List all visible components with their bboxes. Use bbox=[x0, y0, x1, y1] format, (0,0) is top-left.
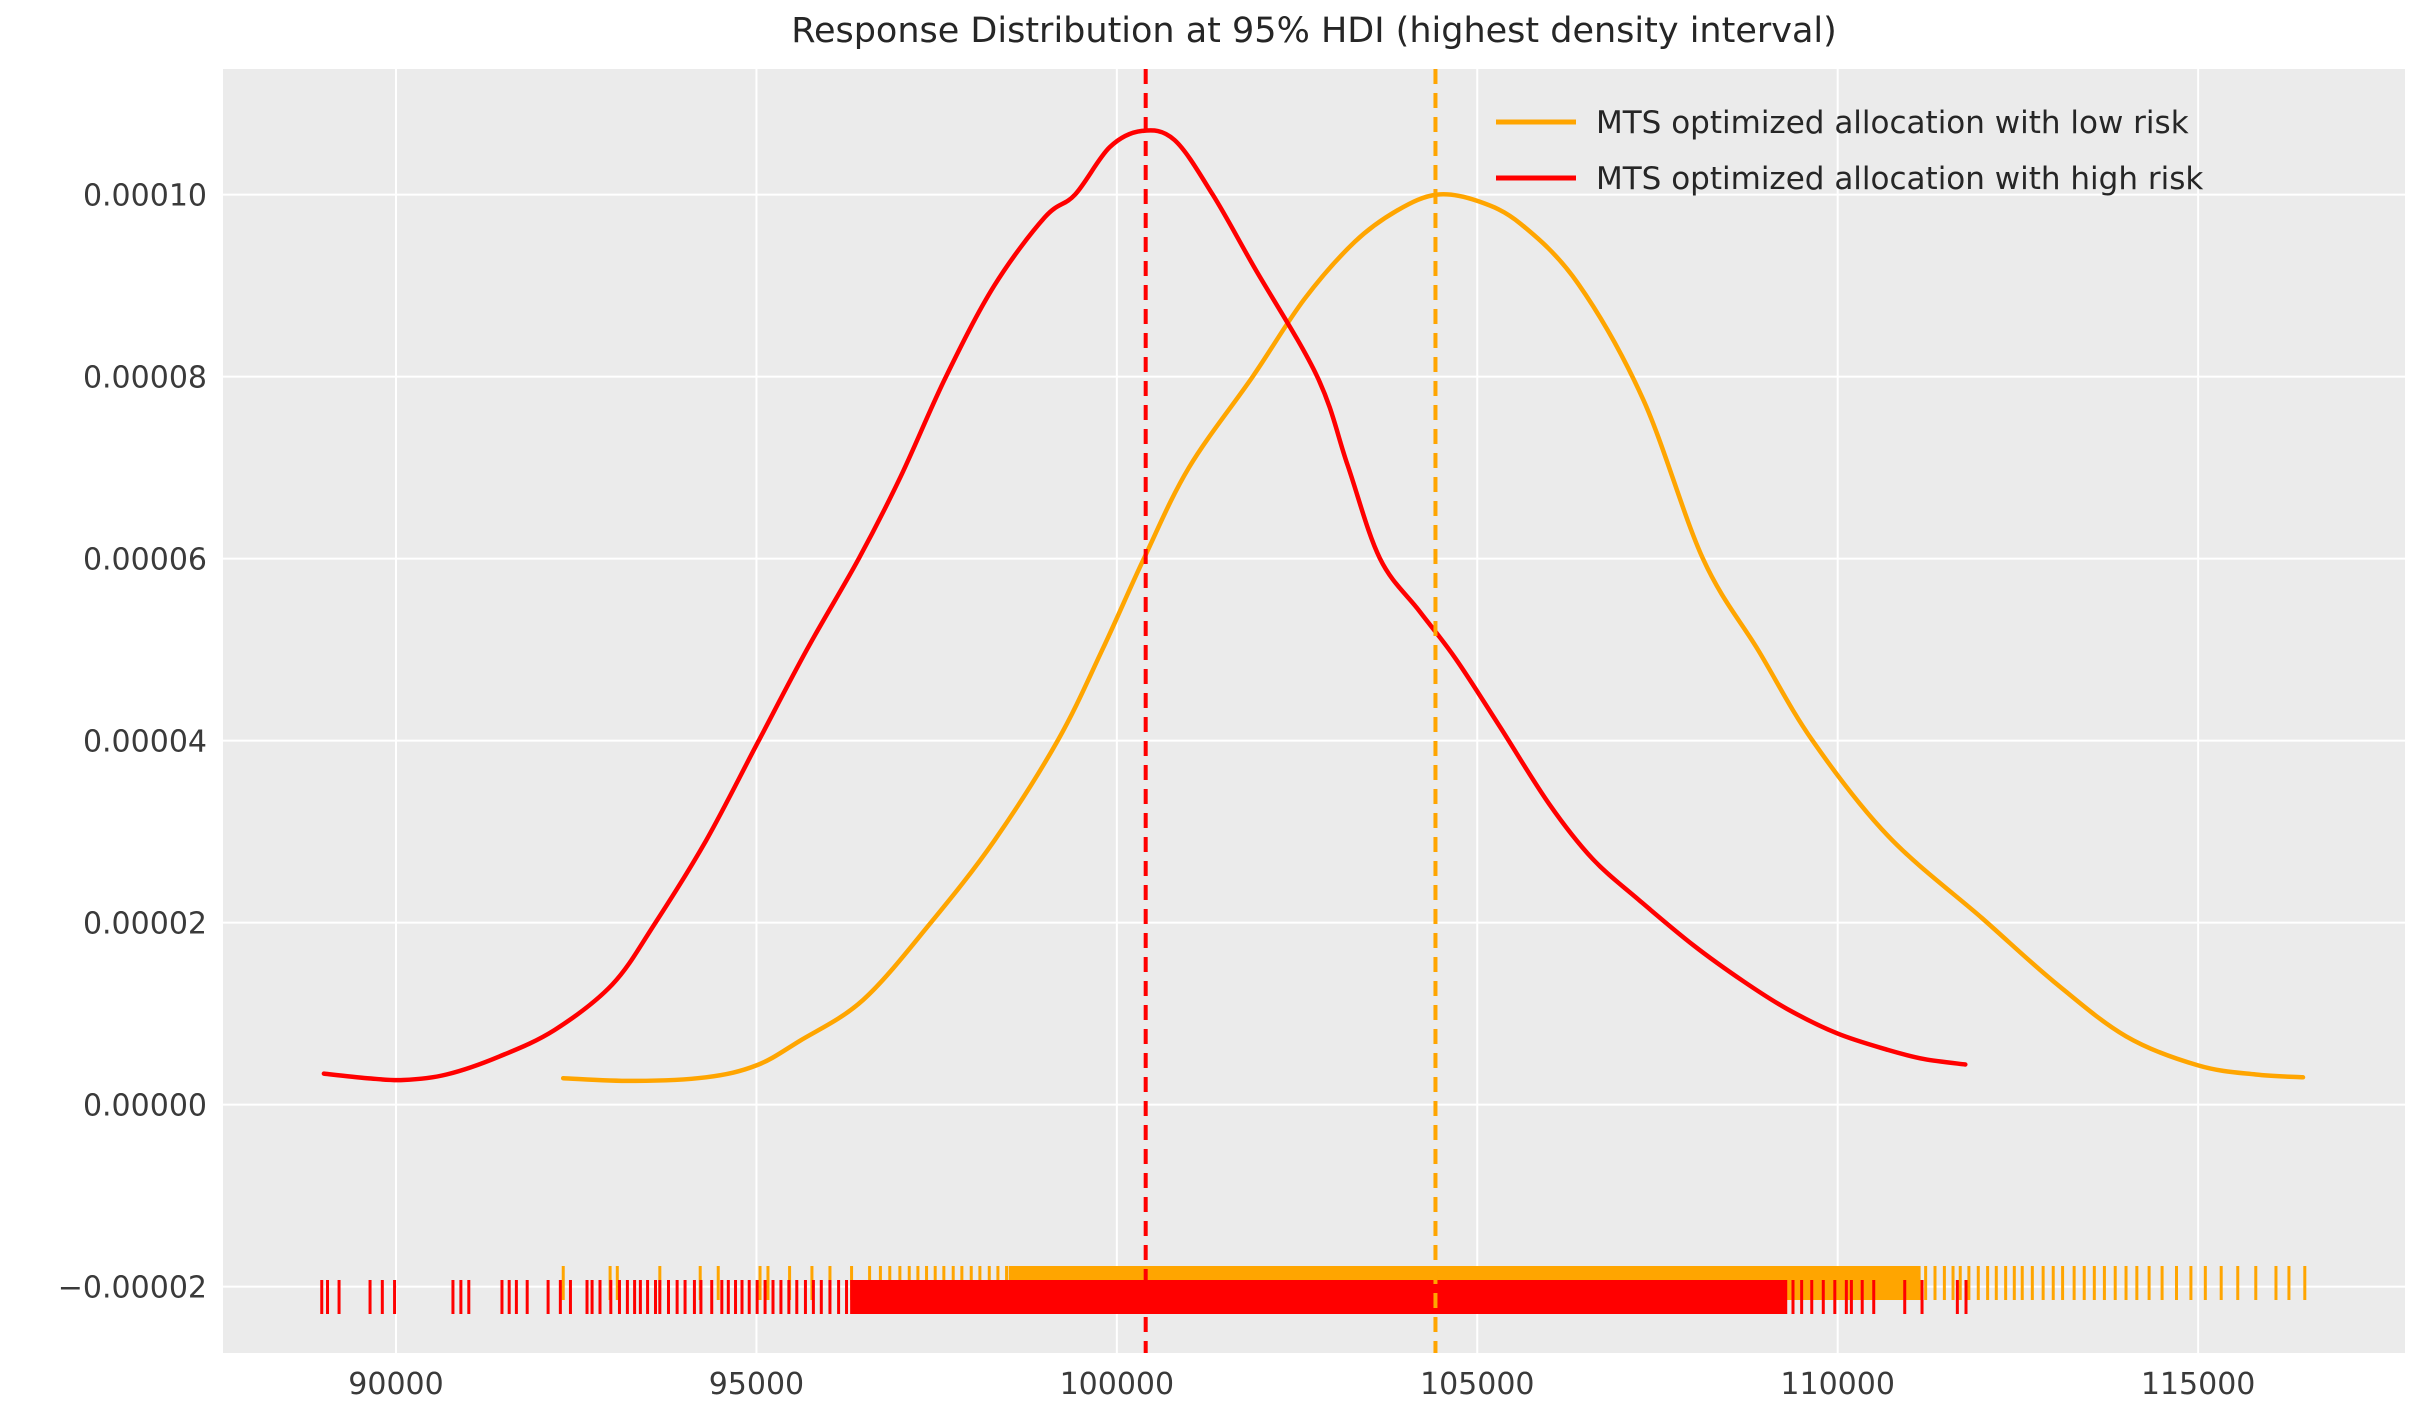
plot-area-background bbox=[223, 69, 2405, 1353]
mean-dashed-lines bbox=[1143, 69, 1438, 1353]
y-tick-label: 0.00002 bbox=[83, 907, 207, 942]
x-tick-label: 110000 bbox=[1780, 1367, 1895, 1402]
y-tick-label: 0.00010 bbox=[83, 179, 207, 214]
legend-label-high-risk: MTS optimized allocation with high risk bbox=[1596, 161, 2203, 197]
x-tick-label: 100000 bbox=[1060, 1367, 1175, 1402]
y-axis-tick-labels: −0.00002 0.00000 0.00002 0.00004 0.00006 0.00… bbox=[58, 179, 207, 1306]
rug-plot bbox=[320, 1266, 2307, 1314]
kde-curve bbox=[560, 191, 2306, 1084]
y-tick-label: 0.00008 bbox=[83, 361, 207, 396]
kde-curves bbox=[321, 128, 2306, 1084]
rug-dense-band bbox=[850, 1280, 1788, 1314]
x-tick-label: 90000 bbox=[348, 1367, 443, 1402]
x-tick-label: 115000 bbox=[2141, 1367, 2256, 1402]
legend-label-low-risk: MTS optimized allocation with low risk bbox=[1596, 105, 2189, 141]
gridlines bbox=[223, 69, 2405, 1353]
kde-curve bbox=[321, 128, 1968, 1083]
legend: MTS optimized allocation with low risk M… bbox=[1496, 105, 2203, 197]
y-tick-label: 0.00000 bbox=[83, 1089, 207, 1124]
x-axis-tick-labels: 90000 95000 100000 105000 110000 115000 bbox=[348, 1367, 2255, 1402]
chart-title: Response Distribution at 95% HDI (highes… bbox=[791, 11, 1837, 51]
y-tick-label: 0.00006 bbox=[83, 543, 207, 578]
x-tick-label: 95000 bbox=[709, 1367, 804, 1402]
x-tick-label: 105000 bbox=[1420, 1367, 1535, 1402]
y-tick-label: 0.00004 bbox=[83, 725, 207, 760]
y-tick-label: −0.00002 bbox=[58, 1271, 207, 1306]
